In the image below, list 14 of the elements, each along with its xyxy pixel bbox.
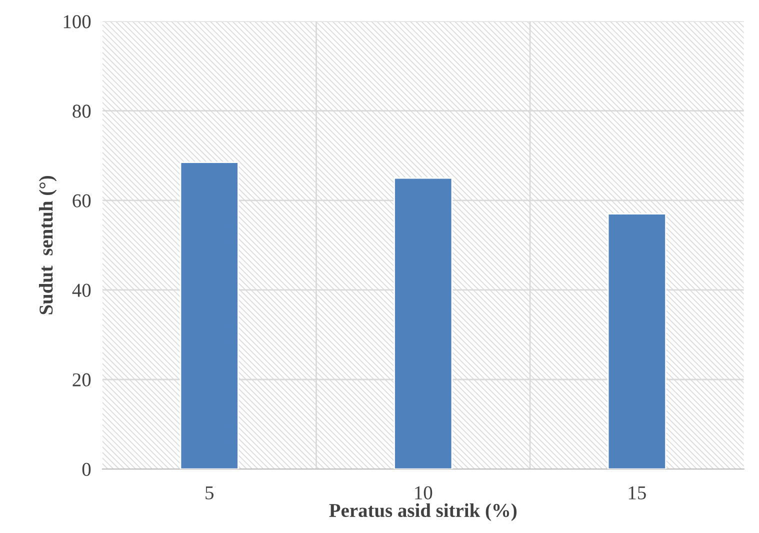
x-tick-label: 15 <box>628 486 646 500</box>
y-tick-label: 100 <box>64 15 91 28</box>
y-tick-label: 20 <box>72 373 91 386</box>
y-tick-label: 60 <box>72 194 91 208</box>
y-tick-label: 80 <box>72 104 91 118</box>
y-tick-label: 0 <box>82 462 91 476</box>
y-axis-title: Sudut sentuh (°) <box>39 176 57 314</box>
bar <box>180 162 239 470</box>
bar <box>607 213 666 470</box>
x-tick-label: 10 <box>415 486 432 500</box>
x-axis-title: Peratus asid sitrik (%) <box>329 503 517 521</box>
x-tick-label: 5 <box>206 486 214 500</box>
bar <box>394 177 453 470</box>
y-tick-label: 40 <box>72 284 91 297</box>
